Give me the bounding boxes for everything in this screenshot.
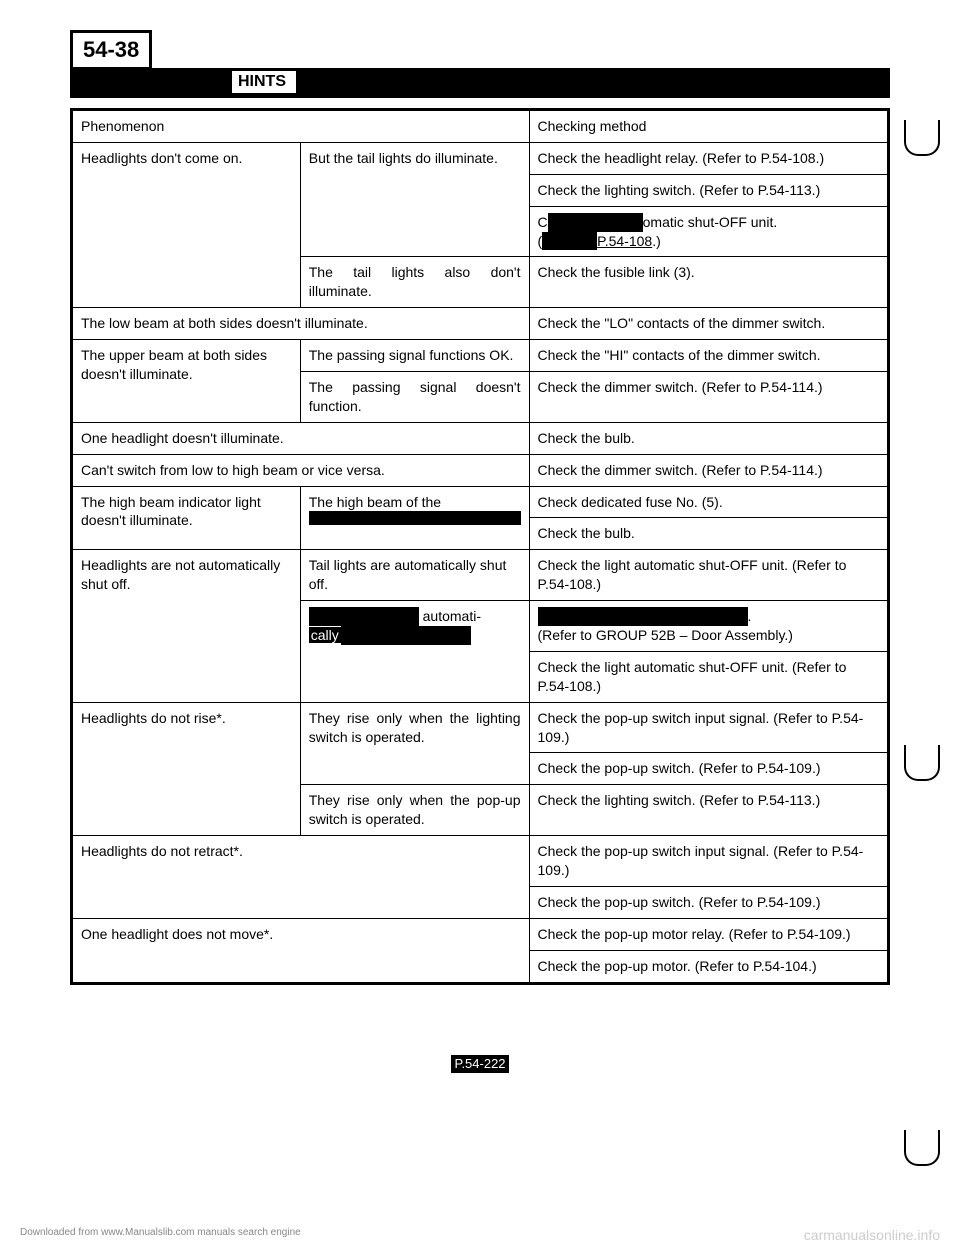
cell-r8c3b: XXXXXXXXXXXXXXXXXXXX. (Refer to GROUP 52… [529, 601, 889, 652]
cell-r8c1: Headlights are not automatically shut of… [72, 550, 301, 702]
hints-label: HINTS [232, 71, 296, 93]
cell-r7c3b: Check the bulb. [529, 518, 889, 550]
cell-r4c3a: Check the "HI" contacts of the dimmer sw… [529, 340, 889, 372]
cell-r9c2a: They rise only when the lighting switch … [300, 702, 529, 785]
txt: .) [652, 233, 661, 249]
cell-r8c3a: Check the light automatic shut-OFF unit.… [529, 550, 889, 601]
page-number: 54-38 [70, 30, 152, 70]
header-phenomenon: Phenomenon [72, 110, 530, 143]
cell-r6c12: Can't switch from low to high beam or vi… [72, 454, 530, 486]
txt: automati- [423, 608, 481, 624]
footer-left: Downloaded from www.Manualslib.com manua… [20, 1227, 301, 1238]
cell-r1c3c: CXXXXXXXXomatic shut-OFF unit. (XXXXXP.5… [529, 206, 889, 257]
cell-r8c2a: Tail lights are automatically shut off. [300, 550, 529, 601]
note-section: NOTE NOTE For information concerning the… [70, 1005, 890, 1074]
binder-mark-icon [904, 745, 940, 781]
cell-r3c12: The low beam at both sides doesn't illum… [72, 308, 530, 340]
cell-r1c2: But the tail lights do illuminate. [300, 142, 529, 257]
cell-r9c3c: Check the lighting switch. (Refer to P.5… [529, 785, 889, 836]
cell-r9c3a: Check the pop-up switch input signal. (R… [529, 702, 889, 753]
header-checking: Checking method [529, 110, 889, 143]
cell-r4c1: The upper beam at both sides doesn't ill… [72, 340, 301, 423]
txt: The high beam of the [309, 494, 441, 510]
cell-r9c2b: They rise only when the pop-up switch is… [300, 785, 529, 836]
txt: cally [309, 627, 341, 643]
cell-r10c12: Headlights do not retract*. [72, 836, 530, 919]
cell-r10c3b: Check the pop-up switch. (Refer to P.54-… [529, 886, 889, 918]
cell-r4c3b: Check the dimmer switch. (Refer to P.54-… [529, 372, 889, 423]
cell-r11c3b: Check the pop-up motor. (Refer to P.54-1… [529, 950, 889, 983]
cell-r11c3a: Check the pop-up motor relay. (Refer to … [529, 918, 889, 950]
txt: omatic shut-OFF unit. [643, 214, 778, 230]
cell-r1c1: Headlights don't come on. [72, 142, 301, 307]
cell-r5c3: Check the bulb. [529, 422, 889, 454]
cell-r1c3b: Check the lighting switch. (Refer to P.5… [529, 174, 889, 206]
cell-r7c3a: Check dedicated fuse No. (5). [529, 486, 889, 518]
cell-r8c3c: Check the light automatic shut-OFF unit.… [529, 651, 889, 702]
cell-r4c2b: The passing signal doesn't function. [300, 372, 529, 423]
cell-r11c12: One headlight does not move*. [72, 918, 530, 983]
cell-r4c2a: The passing signal functions OK. [300, 340, 529, 372]
cell-r9c1: Headlights do not rise*. [72, 702, 301, 835]
cell-r8c2b: XXXXXXXXX automati- callyXXXXXXXXXXX [300, 601, 529, 703]
cell-r1c3a: Check the headlight relay. (Refer to P.5… [529, 142, 889, 174]
cell-r9c3b: Check the pop-up switch. (Refer to P.54-… [529, 753, 889, 785]
binder-mark-icon [904, 120, 940, 156]
cell-r7c2: The high beam of the XXXXXXXXXXXXXXX [300, 486, 529, 550]
header-bar: HINTS [70, 68, 890, 98]
cell-r5c12: One headlight doesn't illuminate. [72, 422, 530, 454]
cell-r3c3: Check the "LO" contacts of the dimmer sw… [529, 308, 889, 340]
cell-r6c3: Check the dimmer switch. (Refer to P.54-… [529, 454, 889, 486]
cell-r7c1: The high beam indicator light doesn't il… [72, 486, 301, 550]
txt: (Refer to GROUP 52B – Door Assembly.) [538, 627, 793, 643]
page-ref-box: P.54-222 [451, 1055, 508, 1073]
troubleshooting-table: Phenomenon Checking method Headlights do… [70, 108, 890, 985]
cell-r10c3a: Check the pop-up switch input signal. (R… [529, 836, 889, 887]
cell-r2c2: The tail lights also don't illuminate. [300, 257, 529, 308]
txt: C [538, 214, 548, 230]
cell-r2c3: Check the fusible link (3). [529, 257, 889, 308]
txt: P.54-108 [597, 233, 652, 249]
binder-mark-icon [904, 1130, 940, 1166]
footer-right: carmanualsonline.info [804, 1227, 940, 1243]
